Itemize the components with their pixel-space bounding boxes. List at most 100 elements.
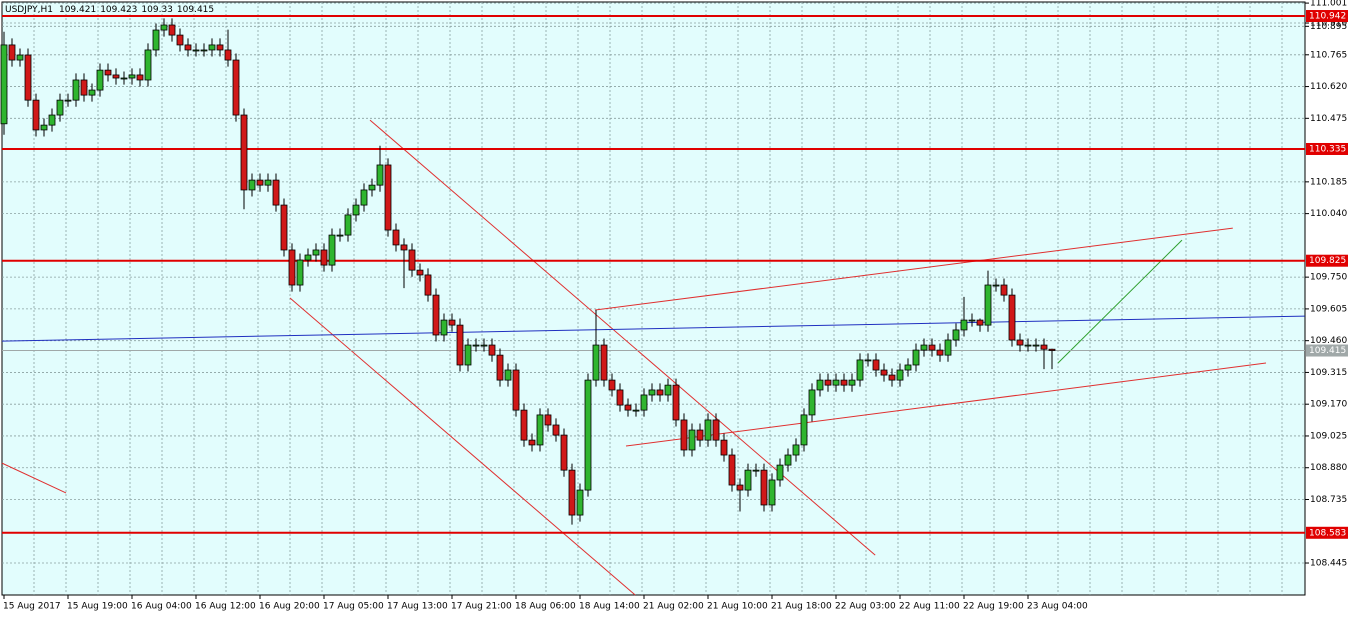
candle-body bbox=[632, 409, 640, 412]
candle-body bbox=[856, 359, 864, 381]
candle-body bbox=[224, 49, 232, 61]
candle-body bbox=[1032, 344, 1040, 347]
y-tick-label: 110.040 bbox=[1310, 209, 1347, 219]
candle-body bbox=[152, 29, 160, 51]
candle-body bbox=[688, 429, 696, 451]
candle-body bbox=[88, 89, 96, 96]
candle-body bbox=[560, 434, 568, 471]
candle-body bbox=[208, 44, 216, 51]
candle-body bbox=[816, 379, 824, 391]
candle-body bbox=[440, 319, 448, 336]
candle-body bbox=[296, 259, 304, 286]
candle-body bbox=[792, 444, 800, 456]
y-tick-label: 110.475 bbox=[1310, 114, 1347, 124]
candle-body bbox=[760, 469, 768, 506]
candle-body bbox=[544, 414, 552, 426]
candle-body bbox=[704, 419, 712, 441]
candle-body bbox=[872, 359, 880, 371]
candle-body bbox=[400, 244, 408, 251]
y-tick-label: 108.880 bbox=[1310, 463, 1347, 473]
current-price-label: 109.415 bbox=[1309, 346, 1346, 356]
candle-body bbox=[328, 234, 336, 266]
candle-body bbox=[736, 484, 744, 491]
candle-body bbox=[896, 369, 904, 381]
candle-body bbox=[784, 454, 792, 466]
candle-body bbox=[1048, 348, 1056, 351]
candle-body bbox=[768, 479, 776, 506]
candle-body bbox=[80, 79, 88, 96]
candle-body bbox=[928, 344, 936, 351]
level-label: 108.583 bbox=[1309, 528, 1346, 538]
candle-body bbox=[608, 379, 616, 391]
x-tick-label: 21 Aug 10:00 bbox=[707, 602, 768, 612]
candle-body bbox=[216, 44, 224, 51]
candle-body bbox=[616, 389, 624, 406]
candle-body bbox=[1040, 344, 1048, 350]
candle-body bbox=[96, 69, 104, 91]
candle-body bbox=[984, 284, 992, 326]
candle-body bbox=[168, 24, 176, 36]
candle-body bbox=[664, 384, 672, 396]
candle-body bbox=[392, 229, 400, 246]
plot-area bbox=[1, 1, 1306, 596]
candle-body bbox=[16, 54, 24, 61]
candle-body bbox=[264, 179, 272, 186]
candle-body bbox=[136, 74, 144, 81]
y-tick-label: 109.605 bbox=[1310, 304, 1347, 314]
candle-body bbox=[64, 99, 72, 102]
candle-body bbox=[960, 319, 968, 331]
candle-body bbox=[112, 74, 120, 79]
candle-body bbox=[992, 284, 1000, 287]
candle-body bbox=[256, 179, 264, 186]
candle-body bbox=[840, 379, 848, 386]
current-price-label-bg bbox=[1306, 344, 1348, 357]
y-tick-label: 109.315 bbox=[1310, 368, 1347, 378]
candle-body bbox=[104, 69, 112, 76]
candle-body bbox=[824, 379, 832, 386]
candle-body bbox=[904, 364, 912, 371]
candle-body bbox=[448, 319, 456, 326]
candle-body bbox=[416, 269, 424, 276]
candle-body bbox=[312, 249, 320, 256]
trendline bbox=[625, 362, 1267, 447]
candle-body bbox=[176, 34, 184, 46]
candle-body bbox=[32, 99, 40, 131]
candle-body bbox=[360, 189, 368, 206]
y-tick-label: 109.170 bbox=[1310, 400, 1347, 410]
y-tick-label: 109.750 bbox=[1310, 273, 1347, 283]
candle-body bbox=[248, 179, 256, 191]
x-tick-label: 16 Aug 12:00 bbox=[195, 602, 256, 612]
candle-body bbox=[640, 394, 648, 411]
x-tick-label: 17 Aug 13:00 bbox=[387, 602, 448, 612]
candle-body bbox=[432, 294, 440, 336]
candle-body bbox=[488, 344, 496, 356]
x-tick-label: 17 Aug 21:00 bbox=[451, 602, 512, 612]
candle-body bbox=[832, 379, 840, 386]
candle-body bbox=[480, 344, 488, 347]
y-tick-label: 110.910 bbox=[1310, 19, 1347, 29]
marks bbox=[0, 15, 1305, 596]
candle-body bbox=[944, 339, 952, 356]
candle-body bbox=[568, 469, 576, 516]
trendline bbox=[1, 315, 1305, 342]
candle-body bbox=[648, 389, 656, 396]
x-tick-label: 22 Aug 03:00 bbox=[835, 602, 896, 612]
level-label-bg bbox=[1306, 142, 1348, 155]
x-tick-label: 18 Aug 14:00 bbox=[579, 602, 640, 612]
candle-body bbox=[40, 124, 48, 131]
candle-body bbox=[936, 349, 944, 356]
candle-body bbox=[160, 24, 168, 31]
candle-body bbox=[0, 44, 8, 125]
candle-body bbox=[712, 419, 720, 441]
x-tick-label: 15 Aug 2017 bbox=[3, 602, 61, 612]
x-tick-label: 16 Aug 20:00 bbox=[259, 602, 320, 612]
candle-body bbox=[120, 77, 128, 80]
header-open: 109.421 bbox=[59, 5, 96, 15]
x-tick-label: 18 Aug 06:00 bbox=[515, 602, 576, 612]
candle-body bbox=[1024, 344, 1032, 347]
x-tick-label: 21 Aug 02:00 bbox=[643, 602, 704, 612]
y-tick-label: 111.001 bbox=[1310, 0, 1347, 9]
candle-body bbox=[464, 344, 472, 366]
